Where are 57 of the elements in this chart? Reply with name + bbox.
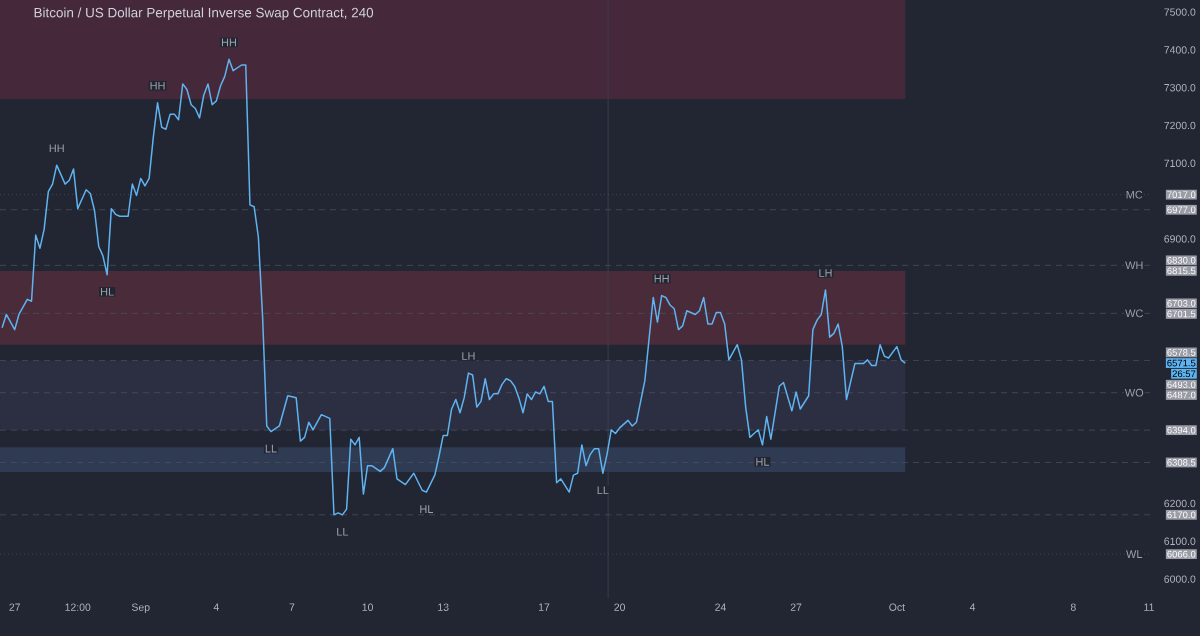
x-tick-label: 17 <box>539 603 550 611</box>
x-tick-label: 11 <box>1144 603 1154 611</box>
y-tick-label: 6815.5 <box>1167 267 1196 275</box>
text: 26:57 <box>1172 370 1196 378</box>
x-tick-label: Oct <box>889 603 905 611</box>
y-tick-label: 6571.5 <box>1167 359 1196 367</box>
annotation: WO <box>1124 388 1144 397</box>
ref-line-label: 6066.0 <box>1167 550 1196 558</box>
y-tick-label: 6487.0 <box>1167 391 1196 399</box>
x-tick-label: 12:00 <box>65 603 91 611</box>
x-tick-label: Sep <box>131 603 150 613</box>
y-tick-label: 7500.0 <box>1164 8 1196 16</box>
ref-line-label: 6977.0 <box>1167 206 1196 214</box>
annotation: HL <box>756 458 770 466</box>
y-tick-label: 7400.0 <box>1164 46 1196 54</box>
annotation: HL <box>101 288 114 296</box>
ref-line-label: 6578.5 <box>1167 349 1196 356</box>
x-tick-label: 7 <box>289 603 295 611</box>
ref-line-label: 6308.5 <box>1167 459 1196 466</box>
ref-line-label: 6703.0 <box>1167 300 1196 307</box>
annotation: HH <box>49 144 64 152</box>
annotation: WL <box>1126 550 1143 558</box>
ref-line-label: 6493.0 <box>1167 381 1196 389</box>
annotation: LL <box>597 486 609 494</box>
x-tick-label: 27 <box>790 603 802 611</box>
x-tick-label: 27 <box>9 603 20 611</box>
y-tick-label: 6100.0 <box>1164 537 1196 545</box>
y-tick-label: 6200.0 <box>1164 499 1196 508</box>
annotation: LH <box>462 352 475 360</box>
x-tick-label: 4 <box>213 603 219 611</box>
annotation: LL <box>265 444 277 453</box>
x-tick-label: 13 <box>438 603 449 611</box>
x-tick-label: 4 <box>969 603 976 611</box>
x-tick-label: 10 <box>362 603 373 611</box>
annotation: LL <box>337 528 349 536</box>
y-tick-label: 6701.5 <box>1167 310 1196 318</box>
annotation: LH <box>819 269 832 277</box>
y-tick-label: 7100.0 <box>1164 159 1196 167</box>
x-tick-label: 8 <box>1070 603 1076 611</box>
ref-line-label: 7017.0 <box>1167 191 1196 199</box>
ref-line-label: 6170.0 <box>1167 511 1196 519</box>
y-tick-label: 7300.0 <box>1164 83 1196 92</box>
annotation: HH <box>654 274 669 283</box>
annotation: WH <box>1125 261 1143 270</box>
annotation: MC <box>1126 190 1143 199</box>
ref-line-label: 6394.0 <box>1167 426 1196 434</box>
text: Bitcoin / US Dollar Perpetual Inverse Swap Contract, 240 <box>34 7 374 21</box>
y-tick-label: 6000.0 <box>1164 575 1196 583</box>
annotation: HH <box>150 82 165 90</box>
annotation: WC <box>1125 309 1143 318</box>
x-tick-label: 24 <box>715 603 726 611</box>
annotation: HL <box>420 505 434 513</box>
x-tick-label: 20 <box>614 603 626 611</box>
annotation: HH <box>221 38 236 47</box>
y-tick-label: 6900.0 <box>1164 235 1196 243</box>
y-tick-label: 7200.0 <box>1164 121 1196 130</box>
ref-line-label: 6830.0 <box>1167 257 1196 264</box>
